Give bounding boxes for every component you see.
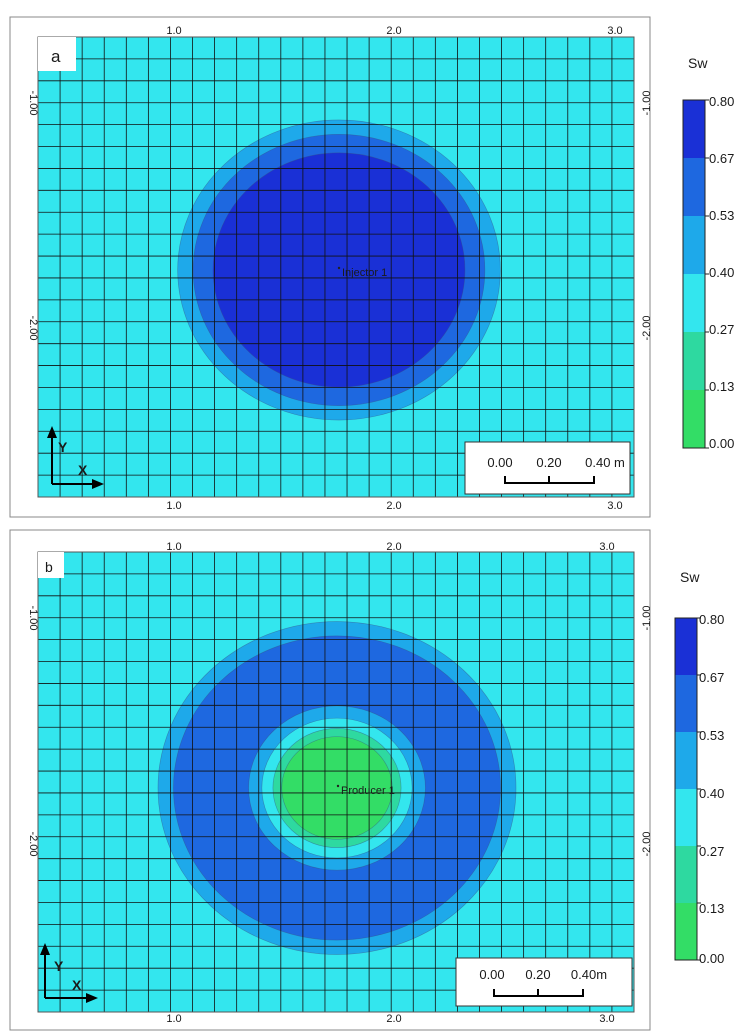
panel-b-x-tick-top-3: 3.0 xyxy=(599,541,614,553)
panel-a-well-marker xyxy=(337,266,341,270)
panel-b-scale-tick-2: 0.20 xyxy=(525,967,550,982)
panel-a-legend-value-2: 0.67 xyxy=(709,151,734,166)
panel-a-axis-x-label: X xyxy=(78,462,88,478)
panel-a-plot-border xyxy=(37,36,635,498)
panel-a-legend-value-5: 0.27 xyxy=(709,322,734,337)
panel-a-x-tick-top-2: 2.0 xyxy=(386,25,401,37)
panel-a-scale-tick-2: 0.20 xyxy=(536,455,561,470)
panel-a-well-label: Injector 1 xyxy=(342,267,387,279)
panel-a-frame xyxy=(9,16,651,518)
panel-b-plot-area xyxy=(38,552,634,1012)
panel-a-legend-value-4: 0.40 xyxy=(709,265,734,280)
panel-b-legend-swatch-5 xyxy=(675,846,697,903)
panel-a-plot-area xyxy=(38,37,634,497)
panel-b-y-tick-right-2: -2.00 xyxy=(641,831,653,856)
panel-b-x-tick-top-1: 1.0 xyxy=(166,541,181,553)
panel-a-label: a xyxy=(51,47,61,66)
panel-a-y-tick-right-1: -1.00 xyxy=(641,90,653,115)
panel-b-y-tick-right-1: -1.00 xyxy=(641,605,653,630)
panel-b-contour-6 xyxy=(281,736,393,840)
panel-a-scale-box xyxy=(464,441,631,495)
panel-b-frame xyxy=(9,529,651,1031)
panel-b-legend-value-5: 0.27 xyxy=(699,844,724,859)
panel-a-y-tick-right-2: -2.00 xyxy=(641,315,653,340)
panel-b-legend-value-1: 0.80 xyxy=(699,612,724,627)
panel-a-legend-value-7: 0.00 xyxy=(709,436,734,451)
panel-b-plot-border xyxy=(37,551,635,1013)
panel-b-x-tick-top-2: 2.0 xyxy=(386,541,401,553)
panel-b-scale-tick-1: 0.00 xyxy=(479,967,504,982)
panel-b-x-tick-bottom-2: 2.0 xyxy=(386,1013,401,1025)
panel-a-legend-value-6: 0.13 xyxy=(709,379,734,394)
panel-b-scale-tick-3: 0.40m xyxy=(571,967,607,982)
panel-b-legend-value-4: 0.40 xyxy=(699,786,724,801)
panel-a-label-box xyxy=(38,37,76,71)
panel-a-legend-swatch-5 xyxy=(683,332,705,390)
panel-b: b 1.0 2.0 3.0 1.0 2.0 3.0 -1.00 -2.00 -1… xyxy=(9,529,724,1031)
panel-a-grid xyxy=(38,37,634,497)
panel-b-legend-swatch-1 xyxy=(675,618,697,675)
panel-a-legend-swatch-2 xyxy=(683,158,705,216)
panel-b-label-box xyxy=(38,552,64,578)
panel-a-x-tick-bottom-1: 1.0 xyxy=(166,500,181,512)
panel-b-x-arrow-head xyxy=(86,993,98,1003)
panel-b-label: b xyxy=(45,559,53,575)
panel-b-legend xyxy=(674,617,701,961)
panel-b-legend-title: Sw xyxy=(680,569,700,585)
panel-b-legend-swatch-4 xyxy=(675,789,697,846)
panel-b-legend-swatch-2 xyxy=(675,675,697,732)
panel-a: a 1.0 2.0 3.0 1.0 2.0 3.0 -1.00 -2.00 -1… xyxy=(9,16,734,518)
panel-b-legend-value-3: 0.53 xyxy=(699,728,724,743)
panel-a-x-tick-bottom-2: 2.0 xyxy=(386,500,401,512)
panel-b-legend-value-6: 0.13 xyxy=(699,901,724,916)
panel-a-legend-swatch-3 xyxy=(683,216,705,274)
panel-b-legend-swatch-6 xyxy=(675,903,697,960)
panel-a-axis-arrows xyxy=(47,426,104,489)
panel-a-scale-bar xyxy=(504,476,595,484)
panel-a-legend-swatch-4 xyxy=(683,274,705,332)
panel-b-legend-swatch-3 xyxy=(675,732,697,789)
panel-a-y-tick-left-1: -1.00 xyxy=(27,90,39,115)
panel-a-legend-value-1: 0.80 xyxy=(709,94,734,109)
panel-a-scale-tick-3: 0.40 m xyxy=(585,455,625,470)
panel-b-well-marker xyxy=(336,784,340,788)
panel-b-x-tick-bottom-1: 1.0 xyxy=(166,1013,181,1025)
panel-b-legend-value-7: 0.00 xyxy=(699,951,724,966)
panel-b-legend-value-2: 0.67 xyxy=(699,670,724,685)
panel-a-axis-y-label: Y xyxy=(58,439,68,455)
panel-b-scale-box xyxy=(455,957,633,1007)
panel-a-scale-tick-1: 0.00 xyxy=(487,455,512,470)
panel-a-legend xyxy=(682,99,709,449)
panel-a-y-tick-left-2: -2.00 xyxy=(27,315,39,340)
panel-b-y-arrow-head xyxy=(40,943,50,955)
panel-a-x-arrow-head xyxy=(92,479,104,489)
panel-b-y-tick-left-1: -1.00 xyxy=(27,605,39,630)
panel-a-legend-title: Sw xyxy=(688,55,708,71)
panel-b-axis-x-label: X xyxy=(72,977,82,993)
panel-a-x-tick-bottom-3: 3.0 xyxy=(607,500,622,512)
panel-a-legend-swatch-1 xyxy=(683,100,705,158)
panel-b-scale-bar xyxy=(493,989,584,997)
panel-a-contour-3 xyxy=(212,152,466,388)
panel-a-legend-swatch-6 xyxy=(683,390,705,448)
panel-b-axis-arrows xyxy=(40,943,98,1003)
panel-a-x-tick-top-3: 3.0 xyxy=(607,25,622,37)
panel-b-y-tick-left-2: -2.00 xyxy=(27,831,39,856)
panel-b-axis-y-label: Y xyxy=(54,958,64,974)
panel-a-y-arrow-head xyxy=(47,426,57,438)
panel-b-well-label: Producer 1 xyxy=(341,785,395,797)
panel-a-x-tick-top-1: 1.0 xyxy=(166,25,181,37)
panel-a-legend-value-3: 0.53 xyxy=(709,208,734,223)
panel-b-x-tick-bottom-3: 3.0 xyxy=(599,1013,614,1025)
